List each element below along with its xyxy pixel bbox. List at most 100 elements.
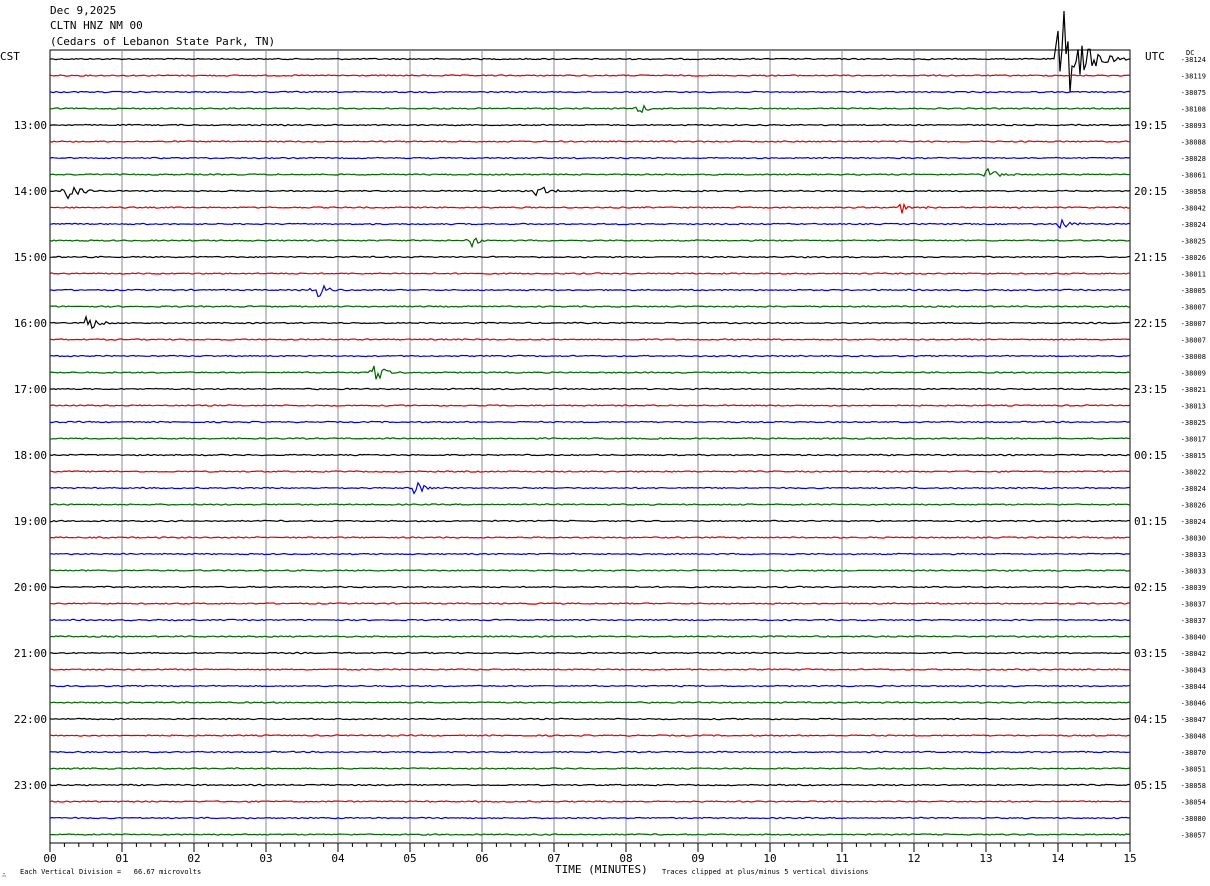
trace-row (49, 503, 1131, 506)
dc-offset-label: -38043 (1181, 667, 1206, 675)
dc-offset-label: -38025 (1181, 238, 1206, 246)
x-tick-label: 14 (1051, 852, 1065, 865)
x-tick-label: 07 (547, 852, 560, 865)
trace-row (49, 635, 1131, 638)
station-location: (Cedars of Lebanon State Park, TN) (50, 35, 276, 48)
trace-row (49, 305, 1131, 308)
dc-offset-label: -38009 (1181, 370, 1206, 378)
x-tick-label: 04 (331, 852, 345, 865)
trace-row (49, 536, 1130, 539)
dc-offset-heading: DC (1186, 49, 1195, 57)
dc-offset-label: -38044 (1181, 683, 1206, 691)
utc-hour-label: 23:15 (1134, 383, 1167, 396)
dc-offset-label: -38040 (1181, 634, 1206, 642)
dc-offset-label: -38021 (1181, 386, 1206, 394)
utc-hour-label: 02:15 (1134, 581, 1167, 594)
cst-hour-label: 14:00 (14, 185, 47, 198)
trace-row (50, 420, 1131, 424)
trace-row (49, 701, 1131, 704)
dc-offset-label: -38011 (1181, 271, 1206, 279)
utc-hour-label: 04:15 (1134, 713, 1167, 726)
cst-hour-label: 13:00 (14, 119, 47, 132)
trace-row (49, 104, 1131, 114)
x-axis-title: TIME (MINUTES) (555, 863, 648, 876)
trace-row (49, 569, 1131, 572)
dc-offset-label: -38058 (1181, 782, 1206, 790)
dc-offset-label: -38061 (1181, 172, 1206, 180)
trace-row (49, 284, 1131, 298)
dc-offset-label: -38088 (1181, 139, 1206, 147)
trace-row (49, 734, 1131, 737)
dc-offset-label: -38075 (1181, 89, 1206, 97)
cst-hour-label: 15:00 (14, 251, 47, 264)
trace-row (49, 552, 1131, 556)
trace-row (49, 202, 1131, 214)
dc-offset-label: -38022 (1181, 469, 1206, 477)
utc-hour-label: 22:15 (1134, 317, 1167, 330)
dc-offset-label: -38033 (1181, 551, 1206, 559)
trace-row (49, 338, 1131, 341)
cst-hour-label: 22:00 (14, 713, 47, 726)
x-tick-label: 15 (1123, 852, 1136, 865)
dc-offset-label: -38008 (1181, 353, 1206, 361)
dc-offset-label: -38007 (1181, 320, 1206, 328)
trace-row (49, 123, 1131, 127)
dc-offset-label: -38042 (1181, 650, 1206, 658)
trace-row (49, 140, 1130, 143)
utc-hour-label: 00:15 (1134, 449, 1167, 462)
x-tick-label: 12 (907, 852, 920, 865)
dc-offset-label: -38119 (1181, 73, 1206, 81)
x-tick-label: 06 (475, 852, 488, 865)
trace-row (49, 272, 1130, 275)
x-tick-label: 08 (619, 852, 632, 865)
dc-offset-label: -38047 (1181, 716, 1206, 724)
trace-row (49, 816, 1131, 820)
utc-hour-label: 19:15 (1134, 119, 1167, 132)
trace-row (49, 218, 1131, 230)
dc-offset-label: -38037 (1181, 601, 1206, 609)
dc-offset-label: -38039 (1181, 584, 1206, 592)
left-timezone-label: CST (0, 50, 20, 63)
trace-row (49, 255, 1131, 259)
dc-offset-label: -38124 (1181, 56, 1206, 64)
x-tick-label: 01 (115, 852, 128, 865)
trace-row (49, 453, 1131, 457)
dc-offset-label: -38030 (1181, 535, 1206, 543)
dc-offset-label: -38070 (1181, 749, 1206, 757)
dc-offset-label: -38015 (1181, 452, 1206, 460)
dc-offset-label: -38007 (1181, 337, 1206, 345)
cst-hour-label: 23:00 (14, 779, 47, 792)
trace-row (49, 10, 1131, 93)
plot-frame (49, 49, 1131, 844)
cst-hour-label: 20:00 (14, 581, 47, 594)
dc-offset-label: -38026 (1181, 502, 1206, 510)
trace-row (50, 519, 1131, 523)
x-tick-label: 10 (763, 852, 776, 865)
dc-offset-label: -38007 (1181, 304, 1206, 312)
station-code: CLTN HNZ NM 00 (50, 19, 143, 32)
utc-hour-label: 21:15 (1134, 251, 1167, 264)
dc-offset-label: -38037 (1181, 617, 1206, 625)
trace-row (49, 167, 1131, 178)
trace-row (49, 783, 1131, 787)
dc-offset-label: -38024 (1181, 485, 1206, 493)
cst-hour-label: 16:00 (14, 317, 47, 330)
x-tick-label: 05 (403, 852, 416, 865)
trace-row (49, 186, 1131, 200)
x-tick-label: 11 (835, 852, 848, 865)
plot-date: Dec 9,2025 (50, 4, 117, 17)
dc-offset-label: -38005 (1181, 287, 1206, 295)
dc-offset-label: -38028 (1181, 155, 1206, 163)
right-timezone-label: UTC (1145, 50, 1165, 63)
trace-row (49, 404, 1131, 407)
trace-row (49, 74, 1131, 77)
dc-offset-label: -38108 (1181, 106, 1206, 114)
trace-row (49, 387, 1131, 391)
x-tick-label: 02 (187, 852, 200, 865)
trace-row (49, 767, 1131, 770)
dc-offset-label: -38042 (1181, 205, 1206, 213)
dc-offset-label: -38026 (1181, 254, 1206, 262)
trace-row (49, 800, 1130, 803)
trace-row (49, 684, 1130, 688)
